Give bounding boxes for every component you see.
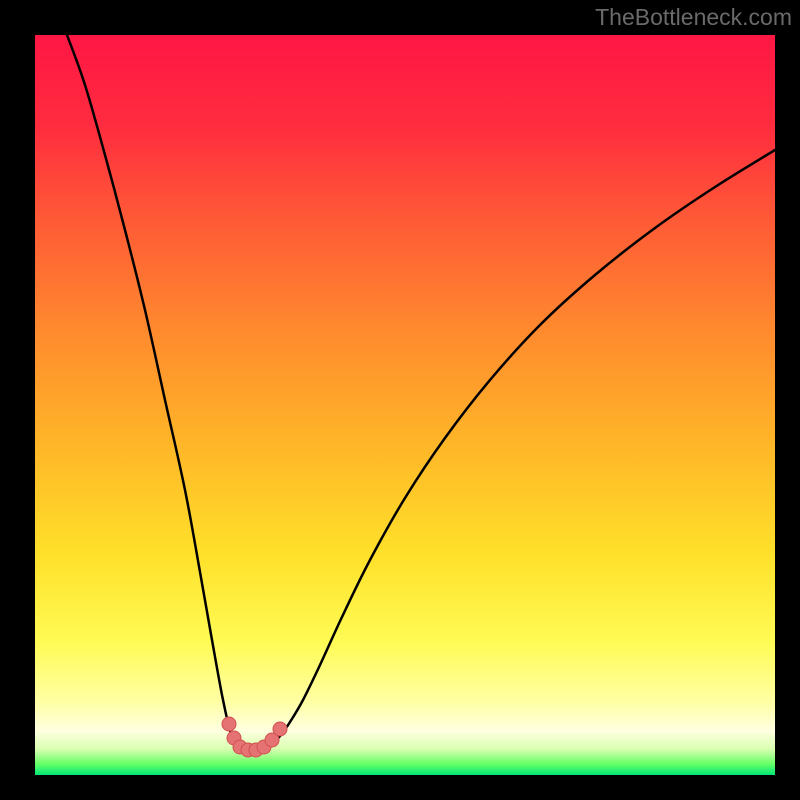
chart-stage: TheBottleneck.com — [0, 0, 800, 800]
watermark-text: TheBottleneck.com — [595, 4, 792, 31]
plot-gradient-background — [35, 35, 775, 775]
bottleneck-curve-chart — [0, 0, 800, 800]
marker-dot — [222, 717, 236, 731]
marker-dot — [273, 722, 287, 736]
